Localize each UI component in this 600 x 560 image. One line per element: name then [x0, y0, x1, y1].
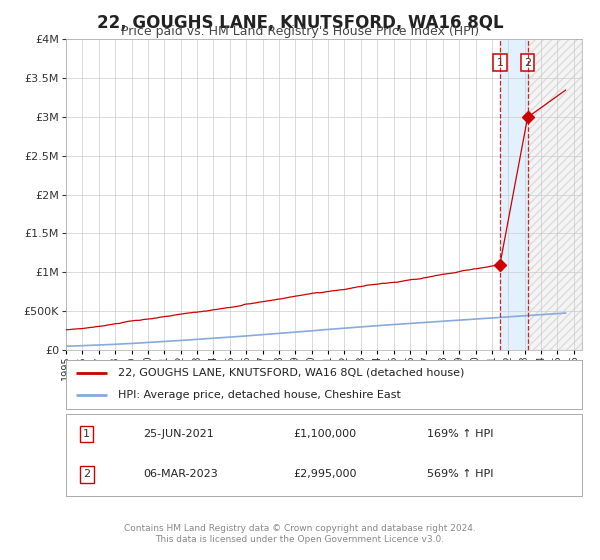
Text: 22, GOUGHS LANE, KNUTSFORD, WA16 8QL (detached house): 22, GOUGHS LANE, KNUTSFORD, WA16 8QL (de…: [118, 368, 464, 378]
Text: 1: 1: [83, 429, 90, 439]
Text: Contains HM Land Registry data © Crown copyright and database right 2024.: Contains HM Land Registry data © Crown c…: [124, 524, 476, 533]
Text: HPI: Average price, detached house, Cheshire East: HPI: Average price, detached house, Ches…: [118, 390, 400, 400]
Bar: [527, 39, 582, 350]
Text: 1: 1: [496, 58, 503, 68]
Text: 22, GOUGHS LANE, KNUTSFORD, WA16 8QL: 22, GOUGHS LANE, KNUTSFORD, WA16 8QL: [97, 14, 503, 32]
Text: This data is licensed under the Open Government Licence v3.0.: This data is licensed under the Open Gov…: [155, 535, 445, 544]
Text: 2: 2: [83, 469, 90, 479]
Text: £2,995,000: £2,995,000: [293, 469, 356, 479]
Text: 25-JUN-2021: 25-JUN-2021: [143, 429, 214, 439]
Bar: [500, 39, 527, 350]
Text: Price paid vs. HM Land Registry's House Price Index (HPI): Price paid vs. HM Land Registry's House …: [121, 25, 479, 38]
Text: £1,100,000: £1,100,000: [293, 429, 356, 439]
Text: 169% ↑ HPI: 169% ↑ HPI: [427, 429, 494, 439]
Text: 2: 2: [524, 58, 531, 68]
Text: 569% ↑ HPI: 569% ↑ HPI: [427, 469, 494, 479]
Text: 06-MAR-2023: 06-MAR-2023: [143, 469, 218, 479]
